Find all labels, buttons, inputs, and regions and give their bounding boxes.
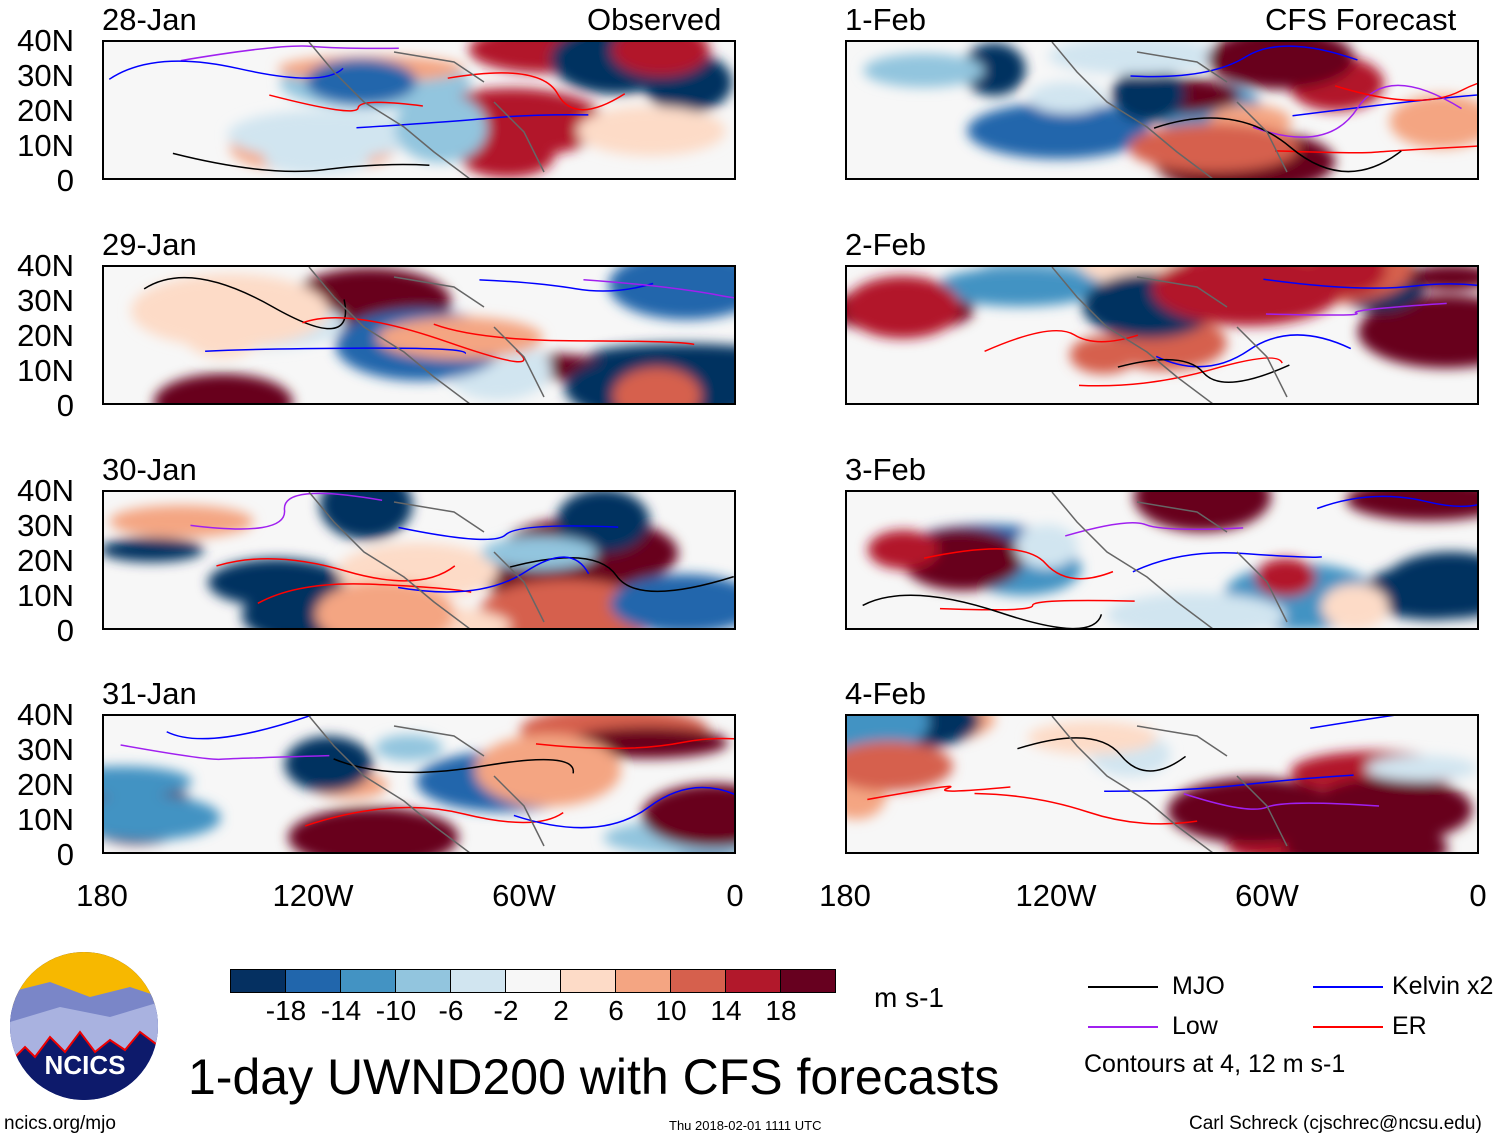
lon-label: 180 (819, 878, 871, 913)
panel-date: 31-Jan (102, 676, 197, 711)
colorbar-label: -18 (265, 995, 307, 1026)
map-panel-3-feb (845, 490, 1479, 630)
colorbar-swatch (726, 970, 781, 992)
footer-credit: Carl Schreck (cjschrec@ncsu.edu) (1189, 1113, 1482, 1134)
panel-date: 1-Feb (845, 2, 926, 37)
colorbar (230, 969, 836, 993)
lat-label: 30N (17, 283, 74, 318)
lat-label: 10N (17, 802, 74, 837)
lat-label: 0 (56, 837, 74, 872)
legend-er: ER (1392, 1012, 1427, 1040)
colorbar-label: 10 (655, 995, 687, 1026)
colorbar-label: 14 (710, 995, 742, 1026)
lat-label: 10N (17, 353, 74, 388)
cfs-forecast-label: CFS Forecast (1265, 2, 1457, 37)
map-panel-4-feb (845, 714, 1479, 854)
lat-label: 20N (17, 318, 74, 353)
colorbar-label: -6 (438, 995, 464, 1026)
legend-kelvin-line (1313, 986, 1383, 988)
colorbar-swatch (286, 970, 341, 992)
colorbar-swatch (396, 970, 451, 992)
lat-label: 10N (17, 128, 74, 163)
colorbar-label: -10 (375, 995, 417, 1026)
lon-label: 60W (1235, 878, 1299, 913)
lat-label: 40N (17, 23, 74, 58)
colorbar-swatch (231, 970, 286, 992)
colorbar-label: -2 (493, 995, 519, 1026)
colorbar-swatch (671, 970, 726, 992)
panel-date: 30-Jan (102, 452, 197, 487)
map-panel-2-feb (845, 265, 1479, 405)
logo-text: NCICS (45, 1050, 126, 1080)
map-panel-28-jan (102, 40, 736, 180)
colorbar-swatch (451, 970, 506, 992)
legend-mjo: MJO (1172, 972, 1225, 1000)
legend-low: Low (1172, 1012, 1218, 1040)
map-panel-29-jan (102, 265, 736, 405)
lat-label: 30N (17, 732, 74, 767)
lat-label: 20N (17, 543, 74, 578)
lon-label: 60W (492, 878, 556, 913)
lon-label: 0 (1469, 878, 1487, 913)
colorbar-label: 6 (608, 995, 624, 1026)
colorbar-swatch (506, 970, 561, 992)
lon-label: 120W (272, 878, 354, 913)
footer-url[interactable]: ncics.org/mjo (4, 1113, 116, 1134)
observed-label: Observed (587, 2, 722, 37)
panel-date: 28-Jan (102, 2, 197, 37)
map-panel-31-jan (102, 714, 736, 854)
colorbar-label: 18 (765, 995, 797, 1026)
lat-label: 20N (17, 767, 74, 802)
lat-label: 20N (17, 93, 74, 128)
lat-label: 40N (17, 248, 74, 283)
colorbar-swatch (341, 970, 396, 992)
colorbar-label: 2 (553, 995, 569, 1026)
lon-label: 0 (726, 878, 744, 913)
colorbar-swatch (561, 970, 616, 992)
figure-title: 1-day UWND200 with CFS forecasts (188, 1049, 1000, 1105)
map-panel-1-feb (845, 40, 1479, 180)
lat-label: 0 (56, 613, 74, 648)
contour-note: Contours at 4, 12 m s-1 (1084, 1050, 1346, 1078)
legend-mjo-line (1088, 986, 1158, 988)
legend-er-line (1313, 1026, 1383, 1028)
panel-date: 3-Feb (845, 452, 926, 487)
lat-label: 30N (17, 58, 74, 93)
lat-label: 40N (17, 473, 74, 508)
colorbar-swatch (781, 970, 835, 992)
footer-timestamp: Thu 2018-02-01 1111 UTC (669, 1118, 822, 1133)
map-panel-30-jan (102, 490, 736, 630)
panel-date: 2-Feb (845, 227, 926, 262)
lon-label: 180 (76, 878, 128, 913)
panel-date: 4-Feb (845, 676, 926, 711)
colorbar-units: m s-1 (874, 982, 944, 1013)
lat-label: 40N (17, 697, 74, 732)
lon-label: 120W (1015, 878, 1097, 913)
lat-label: 30N (17, 508, 74, 543)
lat-label: 10N (17, 578, 74, 613)
colorbar-label: -14 (320, 995, 362, 1026)
legend-low-line (1088, 1026, 1158, 1028)
panel-date: 29-Jan (102, 227, 197, 262)
lat-label: 0 (56, 388, 74, 423)
colorbar-swatch (616, 970, 671, 992)
ncics-logo: NCICS (10, 952, 158, 1100)
legend-kelvin: Kelvin x2 (1392, 972, 1494, 1000)
lat-label: 0 (56, 163, 74, 198)
